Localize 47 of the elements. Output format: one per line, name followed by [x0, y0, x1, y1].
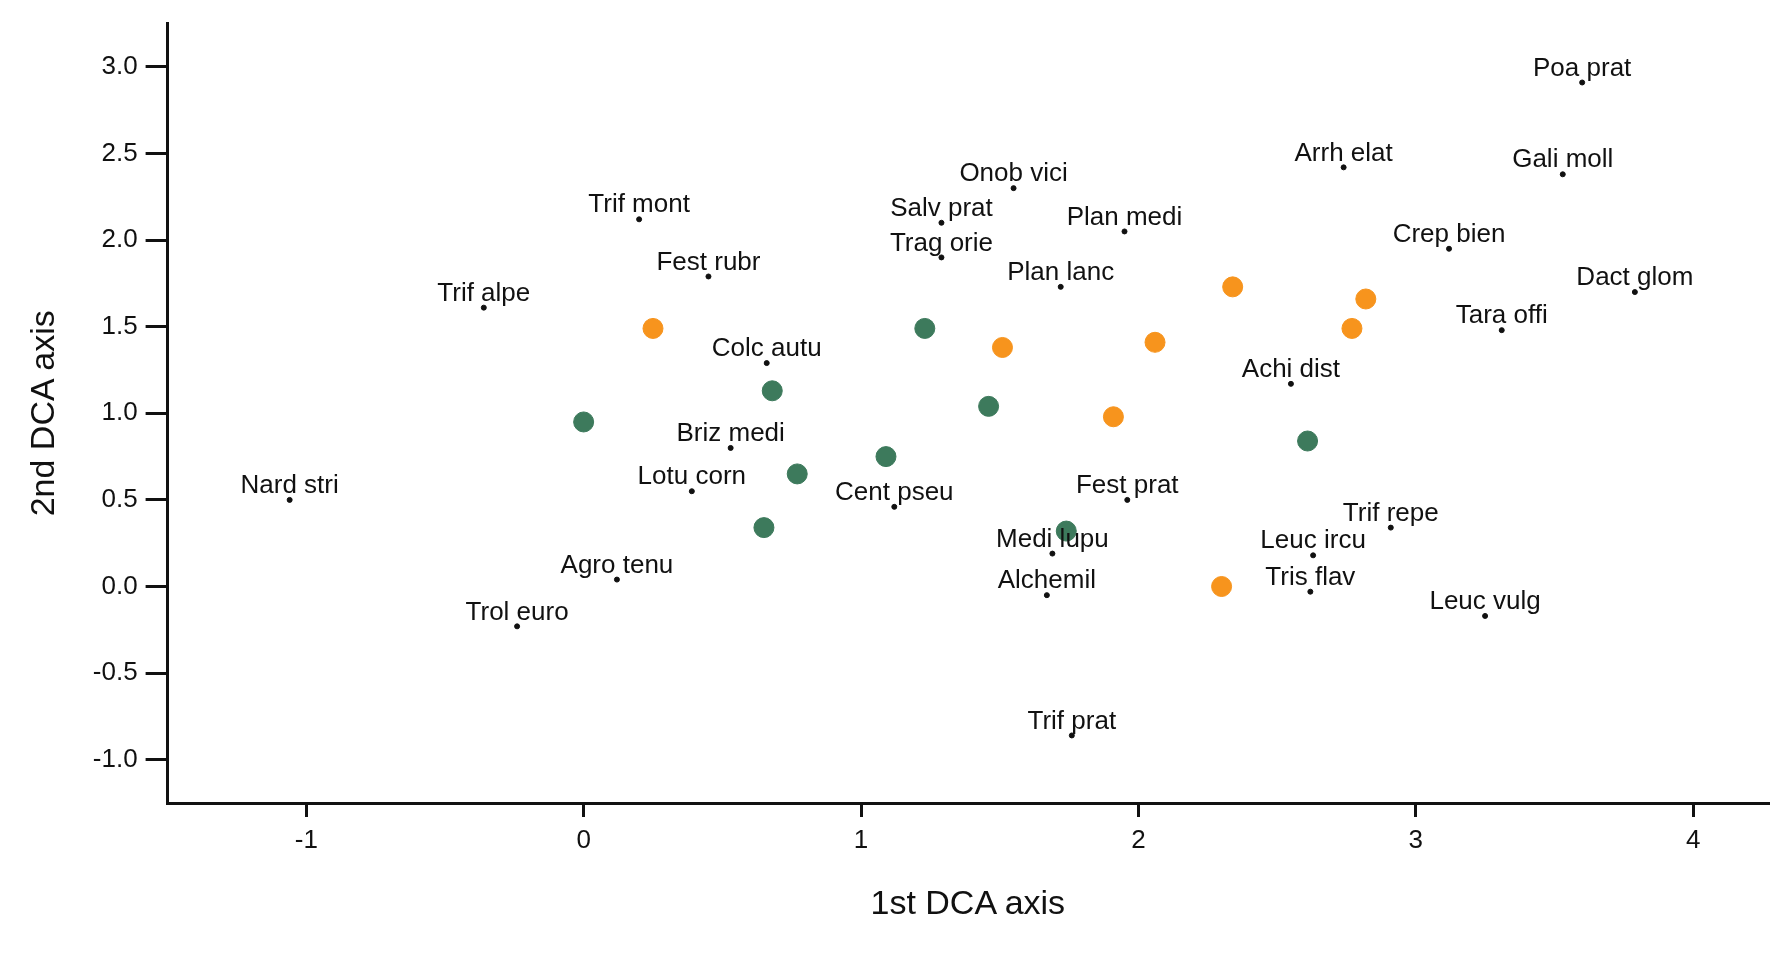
x-tick-label: 1	[853, 823, 869, 854]
data-label: Nard stri	[240, 469, 339, 500]
data-label: Plan lanc	[1007, 256, 1115, 287]
data-label: Cent pseu	[835, 476, 954, 506]
data-label: Salv prat	[890, 191, 994, 222]
data-label: Fest rubr	[656, 245, 761, 276]
data-label: Colc autu	[711, 332, 822, 363]
y-tick-label: 2.5	[101, 136, 138, 167]
y-tick-label: -0.5	[92, 656, 138, 687]
x-tick-label: 4	[1685, 823, 1701, 854]
x-tick-label: 3	[1408, 823, 1423, 854]
data-label: Trif prat	[1027, 704, 1117, 735]
data-label: Briz medi	[676, 417, 785, 448]
y-tick-label: 3.0	[101, 50, 138, 81]
data-label: Trag orie	[889, 226, 993, 257]
data-label: Trol euro	[465, 595, 569, 626]
data-label: Trif repe	[1342, 496, 1439, 527]
data-label: Dact glom	[1576, 261, 1694, 292]
y-tick-label: 0.0	[101, 569, 138, 600]
data-label: Leuc ircu	[1260, 524, 1366, 555]
data-label: Medi lupu	[996, 522, 1109, 553]
x-axis-title: 1st DCA axis	[870, 882, 1066, 921]
data-label: Trif mont	[588, 188, 691, 219]
data-label: Tara offi	[1455, 299, 1548, 330]
data-label: Onob vici	[959, 157, 1068, 188]
data-label: Leuc vulg	[1429, 585, 1541, 616]
y-tick-label: -1.0	[92, 742, 138, 773]
x-tick-label: 0	[576, 823, 591, 854]
y-tick-label: 1.5	[101, 309, 138, 340]
data-label: Achi dist	[1241, 353, 1341, 384]
data-label: Trif alpe	[437, 276, 531, 307]
data-label: Poa prat	[1533, 51, 1633, 82]
y-tick-label: 1.0	[101, 396, 138, 427]
data-label: Agro tenu	[560, 548, 674, 579]
x-tick-label: -1	[294, 823, 318, 854]
data-label: Crep bien	[1392, 217, 1506, 248]
y-axis-title: 2nd DCA axis	[22, 310, 61, 517]
data-label: Gali moll	[1512, 143, 1614, 174]
data-label: Plan medi	[1066, 200, 1183, 231]
y-tick-label: 2.0	[101, 223, 138, 254]
data-label: Lotu corn	[637, 460, 747, 491]
data-label: Arrh elat	[1294, 136, 1394, 167]
data-label: Alchemil	[997, 564, 1096, 595]
data-label: Tris flav	[1265, 560, 1356, 591]
y-tick-label: 0.5	[101, 483, 138, 514]
x-tick-label: 2	[1131, 823, 1146, 854]
data-label: Fest prat	[1075, 469, 1180, 500]
